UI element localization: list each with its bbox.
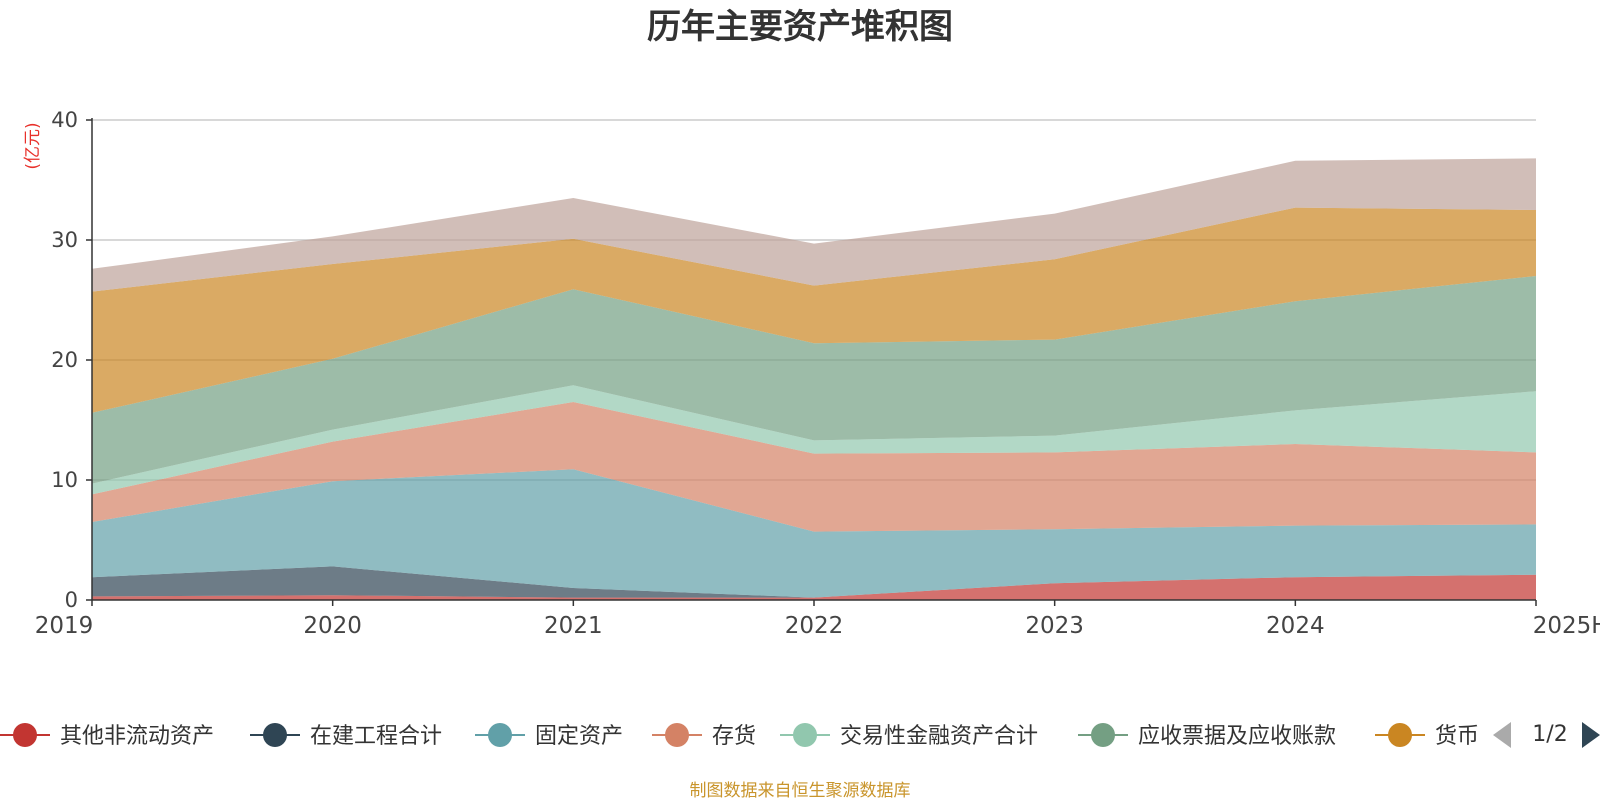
legend-label-4: 交易性金融资产合计 bbox=[840, 724, 1038, 749]
area-series-0 bbox=[92, 574, 1536, 600]
legend-marker-4 bbox=[793, 723, 817, 747]
y-axis-unit: (亿元) bbox=[23, 122, 43, 169]
legend-label-2: 固定资产 bbox=[535, 724, 623, 749]
legend-marker-6 bbox=[1388, 723, 1412, 747]
area-series-5 bbox=[92, 276, 1536, 484]
y-tick-label-2: 20 bbox=[51, 348, 78, 372]
legend-label-1: 在建工程合计 bbox=[310, 724, 442, 749]
area-series-2 bbox=[92, 469, 1536, 598]
legend-page-indicator: 1/2 bbox=[1532, 722, 1567, 747]
x-tick-label-2: 2021 bbox=[544, 613, 603, 639]
legend-marker-3 bbox=[665, 723, 689, 747]
axes: 0 10 20 30 40 2019 2020 2021 2022 2023 2024 2025H1 bbox=[35, 108, 1600, 639]
legend-marker-5 bbox=[1091, 723, 1115, 747]
legend-item-4[interactable]: 交易性金融资产合计 bbox=[780, 723, 1038, 749]
legend-item-1[interactable]: 在建工程合计 bbox=[250, 723, 442, 749]
legend-label-5: 应收票据及应收账款 bbox=[1138, 724, 1336, 749]
legend-prev-arrow-icon[interactable] bbox=[1493, 722, 1511, 748]
legend-marker-0 bbox=[13, 723, 37, 747]
area-series-1 bbox=[92, 566, 1536, 598]
legend-pager: 1/2 bbox=[1493, 722, 1600, 748]
area-series-6 bbox=[92, 207, 1536, 413]
y-tick-label-1: 10 bbox=[51, 468, 78, 492]
legend: 其他非流动资产 在建工程合计 固定资产 存货 交易性金融资产合计 应收票据及应收账款 货币 bbox=[0, 723, 1479, 749]
x-tick-label-4: 2023 bbox=[1025, 613, 1084, 639]
x-tick-label-6: 2025H1 bbox=[1533, 613, 1600, 639]
x-tick-label-5: 2024 bbox=[1266, 613, 1325, 639]
legend-item-2[interactable]: 固定资产 bbox=[475, 723, 623, 749]
area-series-4 bbox=[92, 385, 1536, 495]
legend-item-6[interactable]: 货币 bbox=[1375, 723, 1479, 749]
area-series bbox=[92, 158, 1536, 600]
legend-next-arrow-icon[interactable] bbox=[1582, 722, 1600, 748]
legend-item-5[interactable]: 应收票据及应收账款 bbox=[1078, 723, 1336, 749]
area-series-7 bbox=[92, 158, 1536, 292]
x-tick-label-3: 2022 bbox=[785, 613, 844, 639]
legend-label-6: 货币 bbox=[1435, 724, 1479, 749]
legend-label-0: 其他非流动资产 bbox=[60, 724, 214, 749]
y-tick-label-4: 40 bbox=[51, 108, 78, 132]
y-tick-label-3: 30 bbox=[51, 228, 78, 252]
area-series-3 bbox=[92, 402, 1536, 532]
x-tick-label-1: 2020 bbox=[303, 613, 362, 639]
legend-label-3: 存货 bbox=[712, 724, 756, 749]
y-tick-label-0: 0 bbox=[65, 588, 78, 612]
legend-marker-2 bbox=[488, 723, 512, 747]
x-tick-label-0: 2019 bbox=[35, 613, 94, 639]
legend-marker-1 bbox=[263, 723, 287, 747]
data-source-note: 制图数据来自恒生聚源数据库 bbox=[690, 781, 911, 800]
chart-title: 历年主要资产堆积图 bbox=[647, 7, 953, 47]
legend-item-3[interactable]: 存货 bbox=[652, 723, 756, 749]
legend-item-0[interactable]: 其他非流动资产 bbox=[0, 723, 214, 749]
